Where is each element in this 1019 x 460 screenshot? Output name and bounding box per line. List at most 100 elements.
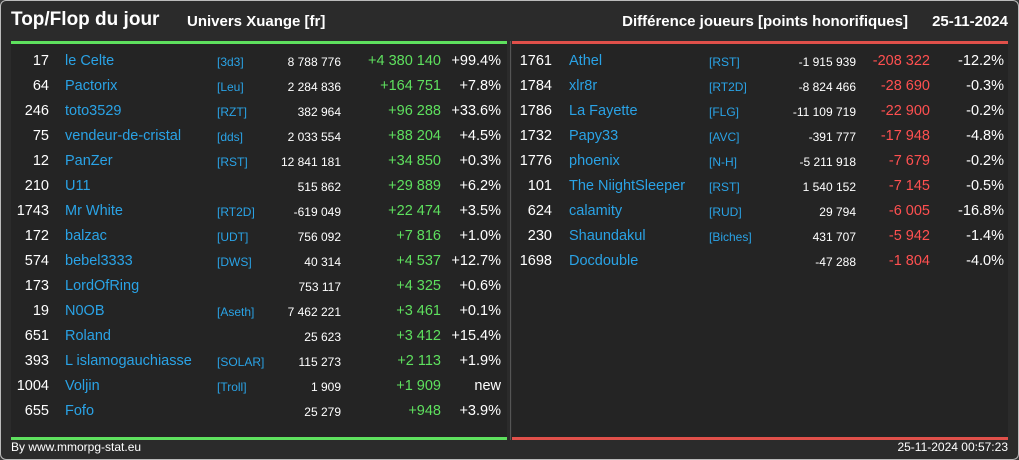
player-name-link[interactable]: vendeur-de-cristal (65, 128, 182, 144)
player-rank: 1784 (519, 78, 552, 94)
alliance-tag-link[interactable]: [Aseth] (217, 305, 255, 319)
points-delta: +88 204 (388, 128, 441, 144)
points-delta: +4 537 (396, 253, 441, 269)
points-delta: +4 325 (396, 278, 441, 294)
player-rank: 574 (24, 253, 49, 269)
player-name-link[interactable]: Papy33 (569, 128, 619, 144)
top-row: 12 PanZer [RST] 12 841 181 +34 850 +0.3% (11, 149, 507, 174)
flop-row: 624 calamity [RUD] 29 794 -6 005 -16.8% (512, 199, 1008, 224)
player-points: 1 909 (310, 380, 341, 394)
player-rank: 1732 (519, 128, 552, 144)
percent-change: +1.9% (459, 353, 501, 369)
percent-change: -12.2% (958, 53, 1004, 69)
player-name-link[interactable]: U11 (65, 178, 91, 194)
player-points: 8 788 776 (287, 55, 341, 69)
player-name-link[interactable]: Roland (65, 328, 111, 344)
player-name-link[interactable]: La Fayette (569, 103, 638, 119)
alliance-tag-link[interactable]: [RST] (709, 55, 740, 69)
player-rank: 1698 (519, 253, 552, 269)
player-name-link[interactable]: Athel (569, 53, 603, 69)
percent-change: +12.7% (451, 253, 501, 269)
player-name-link[interactable]: Docdouble (569, 253, 639, 269)
top-row: 173 LordOfRing 753 117 +4 325 +0.6% (11, 274, 507, 299)
footer-timestamp: 25-11-2024 00:57:23 (897, 440, 1008, 454)
percent-change: -0.2% (966, 153, 1004, 169)
player-name-link[interactable]: Voljin (65, 378, 100, 394)
percent-change: +99.4% (451, 53, 501, 69)
player-name-link[interactable]: The NiightSleeper (569, 178, 686, 194)
player-rank: 19 (32, 303, 49, 319)
points-delta: +1 909 (396, 378, 441, 394)
universe-label: Univers Xuange [fr] (187, 13, 326, 30)
player-name-link[interactable]: Mr White (65, 203, 123, 219)
header: Top/Flop du jour Univers Xuange [fr] Dif… (1, 1, 1018, 41)
alliance-tag-link[interactable]: [RST] (217, 155, 248, 169)
flop-row: 1784 xlr8r [RT2D] -8 824 466 -28 690 -0.3% (512, 74, 1008, 99)
player-rank: 246 (24, 103, 49, 119)
percent-change: +0.6% (459, 278, 501, 294)
player-name-link[interactable]: xlr8r (569, 78, 598, 94)
percent-change: +3.5% (459, 203, 501, 219)
alliance-tag-link[interactable]: [RT2D] (217, 205, 255, 219)
alliance-tag-link[interactable]: [Biches] (709, 230, 752, 244)
player-rank: 230 (527, 228, 552, 244)
player-name-link[interactable]: phoenix (569, 153, 620, 169)
top-row: 1004 Voljin [Troll] 1 909 +1 909 new (11, 374, 507, 399)
player-rank: 64 (32, 78, 49, 94)
points-delta: -22 900 (880, 103, 930, 119)
player-name-link[interactable]: calamity (569, 203, 623, 219)
percent-change: -1.4% (966, 228, 1004, 244)
percent-change: -0.5% (966, 178, 1004, 194)
flop-row: 1761 Athel [RST] -1 915 939 -208 322 -12.2% (512, 49, 1008, 74)
player-points: -619 049 (293, 205, 341, 219)
alliance-tag-link[interactable]: [RUD] (709, 205, 742, 219)
alliance-tag-link[interactable]: [UDT] (217, 230, 249, 244)
player-rank: 173 (24, 278, 49, 294)
player-name-link[interactable]: bebel3333 (65, 253, 133, 269)
player-name-link[interactable]: Fofo (65, 403, 95, 419)
player-name-link[interactable]: LordOfRing (65, 278, 140, 294)
player-points: 2 284 836 (287, 80, 341, 94)
alliance-tag-link[interactable]: [Troll] (217, 380, 247, 394)
alliance-tag-link[interactable]: [dds] (217, 130, 244, 144)
alliance-tag-link[interactable]: [AVC] (709, 130, 740, 144)
alliance-tag-link[interactable]: [3d3] (217, 55, 244, 69)
player-name-link[interactable]: Shaundakul (569, 228, 646, 244)
player-rank: 210 (24, 178, 49, 194)
alliance-tag-link[interactable]: [Leu] (217, 80, 244, 94)
flop-row: 1732 Papy33 [AVC] -391 777 -17 948 -4.8% (512, 124, 1008, 149)
player-name-link[interactable]: toto3529 (65, 103, 122, 119)
alliance-tag-link[interactable]: [RT2D] (709, 80, 747, 94)
points-delta: +7 816 (396, 228, 441, 244)
player-name-link[interactable]: L islamogauchiasse (65, 353, 192, 369)
player-name-link[interactable]: le Celte (65, 53, 115, 69)
points-delta: -7 145 (888, 178, 930, 194)
player-rank: 651 (24, 328, 49, 344)
alliance-tag-link[interactable]: [DWS] (217, 255, 252, 269)
alliance-tag-link[interactable]: [RST] (709, 180, 740, 194)
player-points: 115 273 (298, 355, 342, 369)
alliance-tag-link[interactable]: [SOLAR] (217, 355, 265, 369)
player-name-link[interactable]: Pactorix (65, 78, 118, 94)
percent-change: -0.2% (966, 103, 1004, 119)
player-points: 12 841 181 (280, 155, 341, 169)
points-delta: -5 942 (888, 228, 930, 244)
percent-change: -16.8% (958, 203, 1004, 219)
player-points: 753 117 (298, 280, 342, 294)
player-name-link[interactable]: N0OB (65, 303, 105, 319)
top-row: 246 toto3529 [RZT] 382 964 +96 288 +33.6% (11, 99, 507, 124)
page-title: Top/Flop du jour (11, 9, 160, 30)
alliance-tag-link[interactable]: [RZT] (217, 105, 247, 119)
top-row: 210 U11 515 862 +29 889 +6.2% (11, 174, 507, 199)
player-name-link[interactable]: PanZer (65, 153, 113, 169)
top-row: 393 L islamogauchiasse [SOLAR] 115 273 +2 11… (11, 349, 507, 374)
player-name-link[interactable]: balzac (65, 228, 107, 244)
alliance-tag-link[interactable]: [N-H] (709, 155, 737, 169)
player-rank: 1761 (519, 53, 552, 69)
player-points: -391 777 (808, 130, 856, 144)
top-row: 651 Roland 25 623 +3 412 +15.4% (11, 324, 507, 349)
player-points: -47 288 (815, 255, 856, 269)
alliance-tag-link[interactable]: [FLG] (709, 105, 740, 119)
source-credit[interactable]: By www.mmorpg-stat.eu (11, 440, 142, 454)
player-points: 2 033 554 (287, 130, 341, 144)
